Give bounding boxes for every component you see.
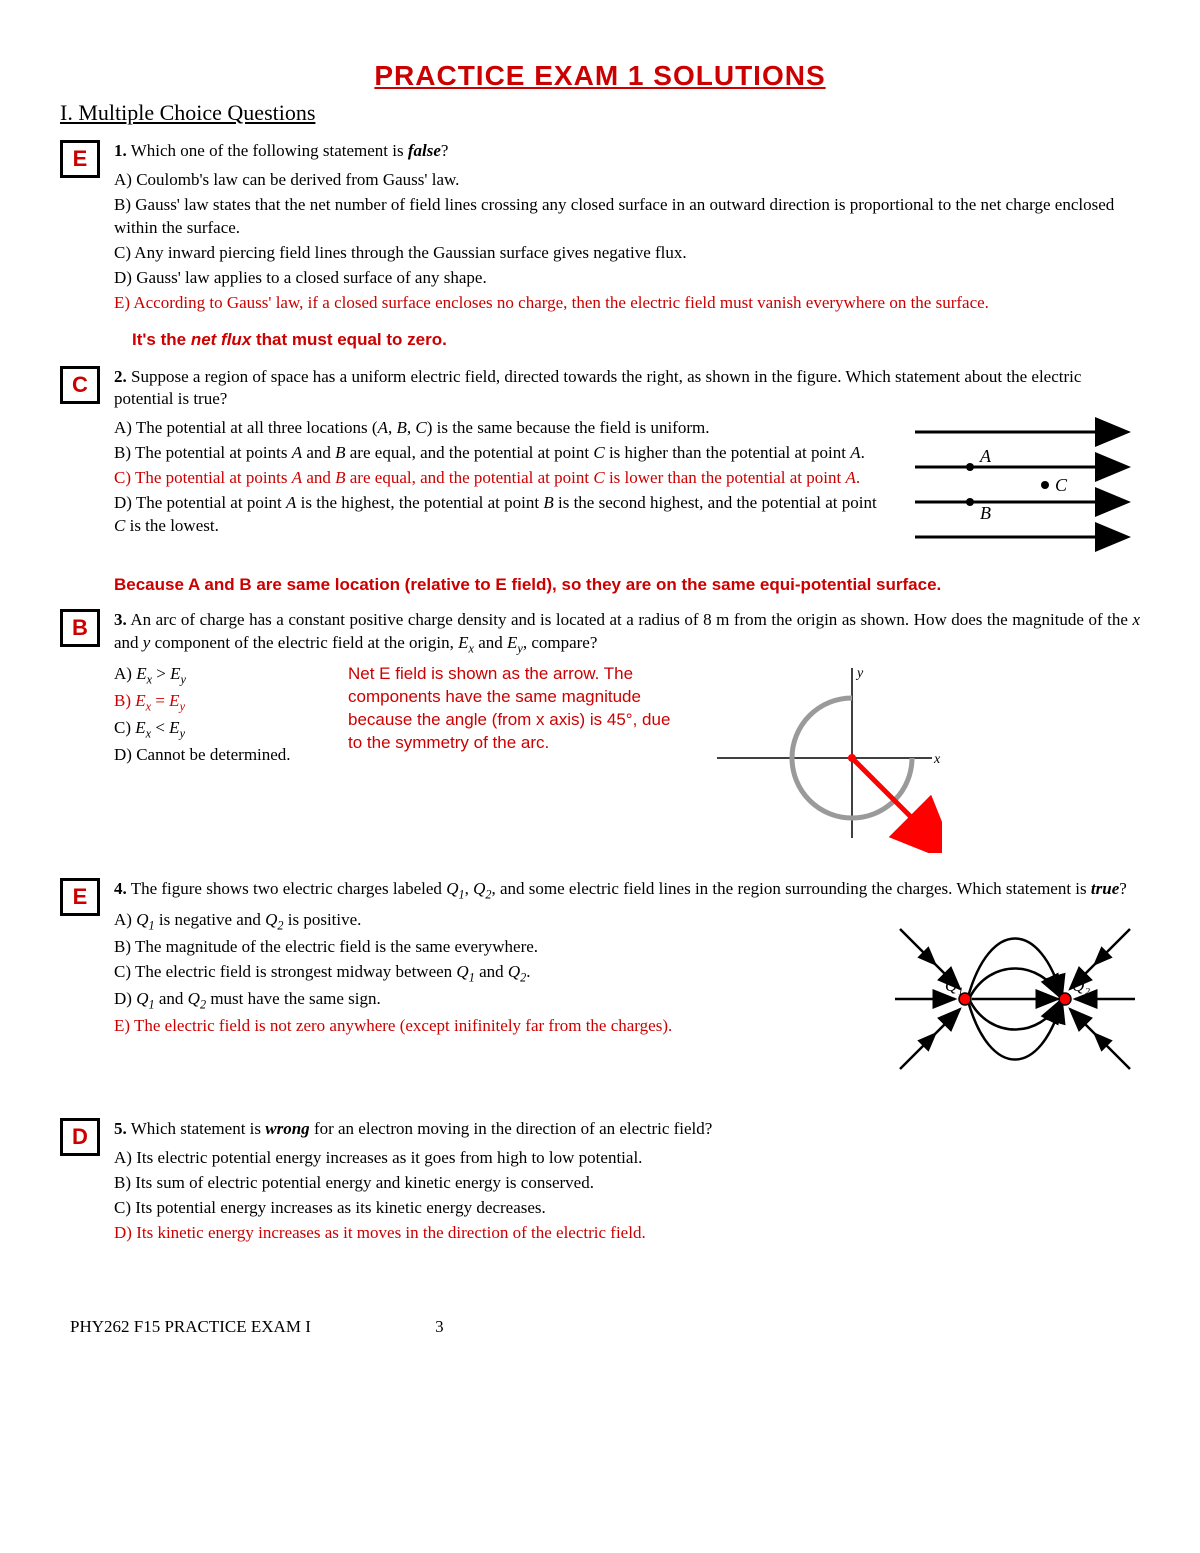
answer-box-4: E <box>60 878 100 916</box>
q1-choice-d: D) Gauss' law applies to a closed surfac… <box>114 267 1140 290</box>
q2-choice-b: B) The potential at points A and B are e… <box>114 442 892 465</box>
q4-choice-d: D) Q1 and Q2 must have the same sign. <box>114 988 872 1013</box>
q1-choice-a: A) Coulomb's law can be derived from Gau… <box>114 169 1140 192</box>
q2-label-b: B <box>980 503 991 523</box>
q4-choice-b: B) The magnitude of the electric field i… <box>114 936 872 959</box>
question-5: D 5. Which statement is wrong for an ele… <box>60 1118 1140 1247</box>
q1-comment-pre: It's the <box>132 330 191 349</box>
q4-stem: 4. The figure shows two electric charges… <box>114 878 1140 903</box>
q1-comment: It's the net flux that must equal to zer… <box>132 329 1140 352</box>
q4-label-q2: Q₂ <box>1072 976 1090 995</box>
q3-choice-d: D) Cannot be determined. <box>114 744 324 767</box>
q5-stem: 5. Which statement is wrong for an elect… <box>114 1118 1140 1141</box>
q5-choice-c: C) Its potential energy increases as its… <box>114 1197 1140 1220</box>
q2-label-a: A <box>979 446 992 466</box>
q2-stem-text: Suppose a region of space has a uniform … <box>114 367 1081 409</box>
q4-number: 4. <box>114 879 127 898</box>
q3-stem: 3. An arc of charge has a constant posit… <box>114 609 1140 657</box>
question-3: B 3. An arc of charge has a constant pos… <box>60 609 1140 860</box>
page-footer: PHY262 F15 PRACTICE EXAM I 3 <box>60 1317 1140 1337</box>
answer-box-3: B <box>60 609 100 647</box>
q1-choice-b: B) Gauss' law states that the net number… <box>114 194 1140 240</box>
q4-choice-e: E) The electric field is not zero anywhe… <box>114 1015 872 1038</box>
q5-choice-a: A) Its electric potential energy increas… <box>114 1147 1140 1170</box>
q1-comment-em: net flux <box>191 330 251 349</box>
q2-choice-d: D) The potential at point A is the highe… <box>114 492 892 538</box>
q5-stem-post: for an electron moving in the direction … <box>310 1119 713 1138</box>
q3-choice-b: B) Ex = Ey <box>114 690 324 715</box>
q3-choice-c: C) Ex < Ey <box>114 717 324 742</box>
q5-stem-bold: wrong <box>265 1119 309 1138</box>
q1-stem-post: ? <box>441 141 449 160</box>
footer-page: 3 <box>435 1317 444 1337</box>
q2-comment: Because A and B are same location (relat… <box>114 574 1140 597</box>
page-title: PRACTICE EXAM 1 SOLUTIONS <box>60 60 1140 92</box>
q1-choice-c: C) Any inward piercing field lines throu… <box>114 242 1140 265</box>
question-4: E 4. The figure shows two electric charg… <box>60 878 1140 1096</box>
q5-number: 5. <box>114 1119 127 1138</box>
q1-stem-pre: Which one of the following statement is <box>131 141 408 160</box>
q3-xlabel: x <box>933 752 941 767</box>
q3-figure: x y <box>712 663 942 860</box>
answer-box-1: E <box>60 140 100 178</box>
q5-choice-b: B) Its sum of electric potential energy … <box>114 1172 1140 1195</box>
q4-choice-c: C) The electric field is strongest midwa… <box>114 961 872 986</box>
q2-number: 2. <box>114 367 127 386</box>
q1-comment-post: that must equal to zero. <box>251 330 447 349</box>
footer-left: PHY262 F15 PRACTICE EXAM I <box>70 1317 311 1336</box>
q3-number: 3. <box>114 610 127 629</box>
q1-stem: 1. Which one of the following statement … <box>114 140 1140 163</box>
q5-stem-pre: Which statement is <box>131 1119 266 1138</box>
q2-choice-a: A) The potential at all three locations … <box>114 417 892 440</box>
question-1: E 1. Which one of the following statemen… <box>60 140 1140 317</box>
q1-number: 1. <box>114 141 127 160</box>
answer-box-5: D <box>60 1118 100 1156</box>
q3-ylabel: y <box>855 666 864 681</box>
q2-choice-c: C) The potential at points A and B are e… <box>114 467 892 490</box>
section-heading: I. Multiple Choice Questions <box>60 100 1140 126</box>
q4-choice-a: A) Q1 is negative and Q2 is positive. <box>114 909 872 934</box>
q4-label-q1: Q₁ <box>945 976 963 995</box>
q2-figure: A B C <box>910 417 1140 574</box>
q2-stem: 2. Suppose a region of space has a unifo… <box>114 366 1140 412</box>
q3-choice-a: A) Ex > Ey <box>114 663 324 688</box>
q3-comment: Net E field is shown as the arrow. The c… <box>348 663 688 755</box>
q1-choice-e: E) According to Gauss' law, if a closed … <box>114 292 1140 315</box>
q4-figure: Q₁ Q₂ <box>890 909 1140 1096</box>
answer-box-2: C <box>60 366 100 404</box>
q1-stem-bold: false <box>408 141 441 160</box>
q2-label-c: C <box>1055 475 1068 495</box>
q5-choice-d: D) Its kinetic energy increases as it mo… <box>114 1222 1140 1245</box>
question-2: C 2. Suppose a region of space has a uni… <box>60 366 1140 598</box>
